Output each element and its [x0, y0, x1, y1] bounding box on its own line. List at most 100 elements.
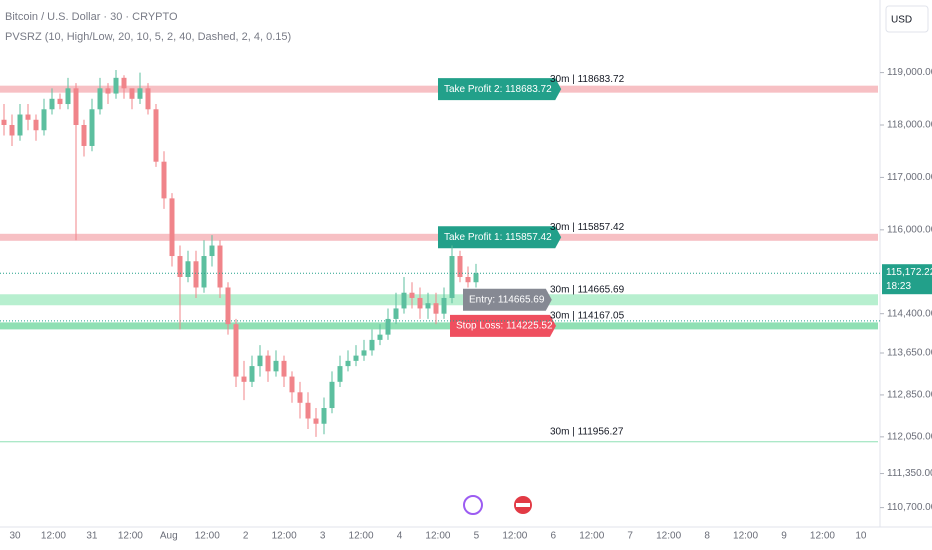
x-tick-label: 12:00: [502, 531, 527, 542]
y-tick-label: 116,000.00: [887, 224, 932, 235]
y-tick-label: 114,400.00: [887, 308, 932, 319]
candle-body: [385, 318, 391, 335]
x-tick-label: 12:00: [579, 531, 604, 542]
candle-body: [209, 245, 215, 257]
candle-body: [49, 98, 55, 110]
y-tick-label: 112,850.00: [887, 390, 932, 401]
event-icon[interactable]: [463, 495, 483, 515]
candle-body: [409, 292, 415, 298]
candle-body: [265, 355, 271, 372]
candle-body: [281, 360, 287, 377]
candle-body: [441, 297, 447, 314]
candle-body: [369, 339, 375, 351]
level-tag: 30m | 111956.27: [550, 426, 624, 437]
level-tag: 30m | 114665.69: [550, 284, 625, 295]
candle-body: [57, 98, 63, 105]
level-tag: 30m | 118683.72: [550, 74, 625, 85]
candle-body: [73, 88, 79, 126]
level-tag: 30m | 115857.42: [550, 222, 625, 233]
level-tag: 30m | 114167.05: [550, 311, 625, 322]
candle-body: [225, 287, 231, 325]
candle-body: [241, 376, 247, 382]
candle-body: [65, 88, 71, 105]
candle-body: [329, 381, 335, 409]
candle-body: [257, 355, 263, 367]
candle-body: [425, 303, 431, 309]
candle-body: [401, 292, 407, 309]
flag-stripe: [516, 503, 530, 507]
x-tick-label: 30: [9, 531, 21, 542]
level-line: [0, 294, 878, 306]
candle-body: [393, 308, 399, 319]
x-tick-label: 12:00: [656, 531, 681, 542]
x-tick-label: 12:00: [810, 531, 835, 542]
y-tick-label: 111,350.00: [887, 468, 932, 479]
candle-body: [201, 256, 207, 288]
candle-body: [345, 360, 351, 367]
last-price-badge: [882, 264, 932, 295]
x-tick-label: 12:00: [118, 531, 143, 542]
x-tick-label: 9: [781, 531, 787, 542]
candle-body: [337, 366, 343, 382]
candle-body: [465, 276, 471, 283]
candle-body: [377, 334, 383, 340]
candle-body: [273, 360, 279, 372]
candle-body: [321, 408, 327, 424]
candle-body: [113, 77, 119, 94]
candle-body: [353, 355, 359, 361]
x-tick-label: 12:00: [195, 531, 220, 542]
candle-body: [105, 88, 111, 94]
candle-body: [433, 303, 439, 314]
candle-body: [473, 273, 479, 283]
candle-body: [97, 88, 103, 110]
x-tick-label: 10: [855, 531, 867, 542]
candle-body: [193, 261, 199, 288]
candle-body: [233, 324, 239, 377]
indicator-label: PVSRZ (10, High/Low, 20, 10, 5, 2, 40, D…: [5, 31, 291, 43]
candle-body: [417, 297, 423, 309]
countdown-label: 18:23: [886, 281, 911, 292]
candle-body: [457, 256, 463, 277]
level-line: [0, 322, 878, 330]
x-tick-label: 31: [86, 531, 98, 542]
x-tick-label: 4: [397, 531, 403, 542]
candle-body: [89, 109, 95, 146]
x-tick-label: 3: [320, 531, 326, 542]
level-label-box: [463, 288, 552, 311]
level-label-box: [450, 314, 556, 337]
level-label: Take Profit 2: 118683.72: [444, 84, 552, 95]
level-label-box: [438, 78, 562, 101]
x-tick-label: 12:00: [733, 531, 758, 542]
level-label-box: [438, 226, 562, 249]
y-tick-label: 110,700.00: [887, 502, 932, 513]
candle-body: [169, 198, 175, 257]
candle-body: [1, 119, 7, 126]
x-tick-label: 12:00: [425, 531, 450, 542]
currency-label: USD: [891, 15, 912, 26]
level-label: Entry: 114665.69: [469, 294, 545, 305]
candle-body: [137, 88, 143, 99]
x-tick-label: 5: [474, 531, 480, 542]
currency-button[interactable]: [885, 5, 929, 33]
x-tick-label: 7: [627, 531, 633, 542]
candle-body: [145, 88, 151, 110]
candle-body: [41, 109, 47, 131]
candle-body: [9, 125, 15, 136]
x-tick-label: 12:00: [41, 531, 66, 542]
x-tick-label: Aug: [160, 531, 178, 542]
candle-body: [289, 376, 295, 393]
candle-body: [217, 245, 223, 288]
candle-body: [305, 402, 311, 419]
candle-body: [449, 256, 455, 298]
level-line: [0, 441, 878, 443]
candle-body: [81, 125, 87, 146]
candle-body: [121, 77, 127, 89]
level-label: Take Profit 1: 115857.42: [444, 232, 552, 243]
last-price-label: 115,172.22: [886, 267, 932, 278]
y-tick-label: 112,050.00: [887, 431, 932, 442]
x-tick-label: 12:00: [349, 531, 374, 542]
chart-title: Bitcoin / U.S. Dollar · 30 · CRYPTO: [5, 11, 178, 23]
y-tick-label: 117,000.00: [887, 172, 932, 183]
x-tick-label: 6: [551, 531, 557, 542]
